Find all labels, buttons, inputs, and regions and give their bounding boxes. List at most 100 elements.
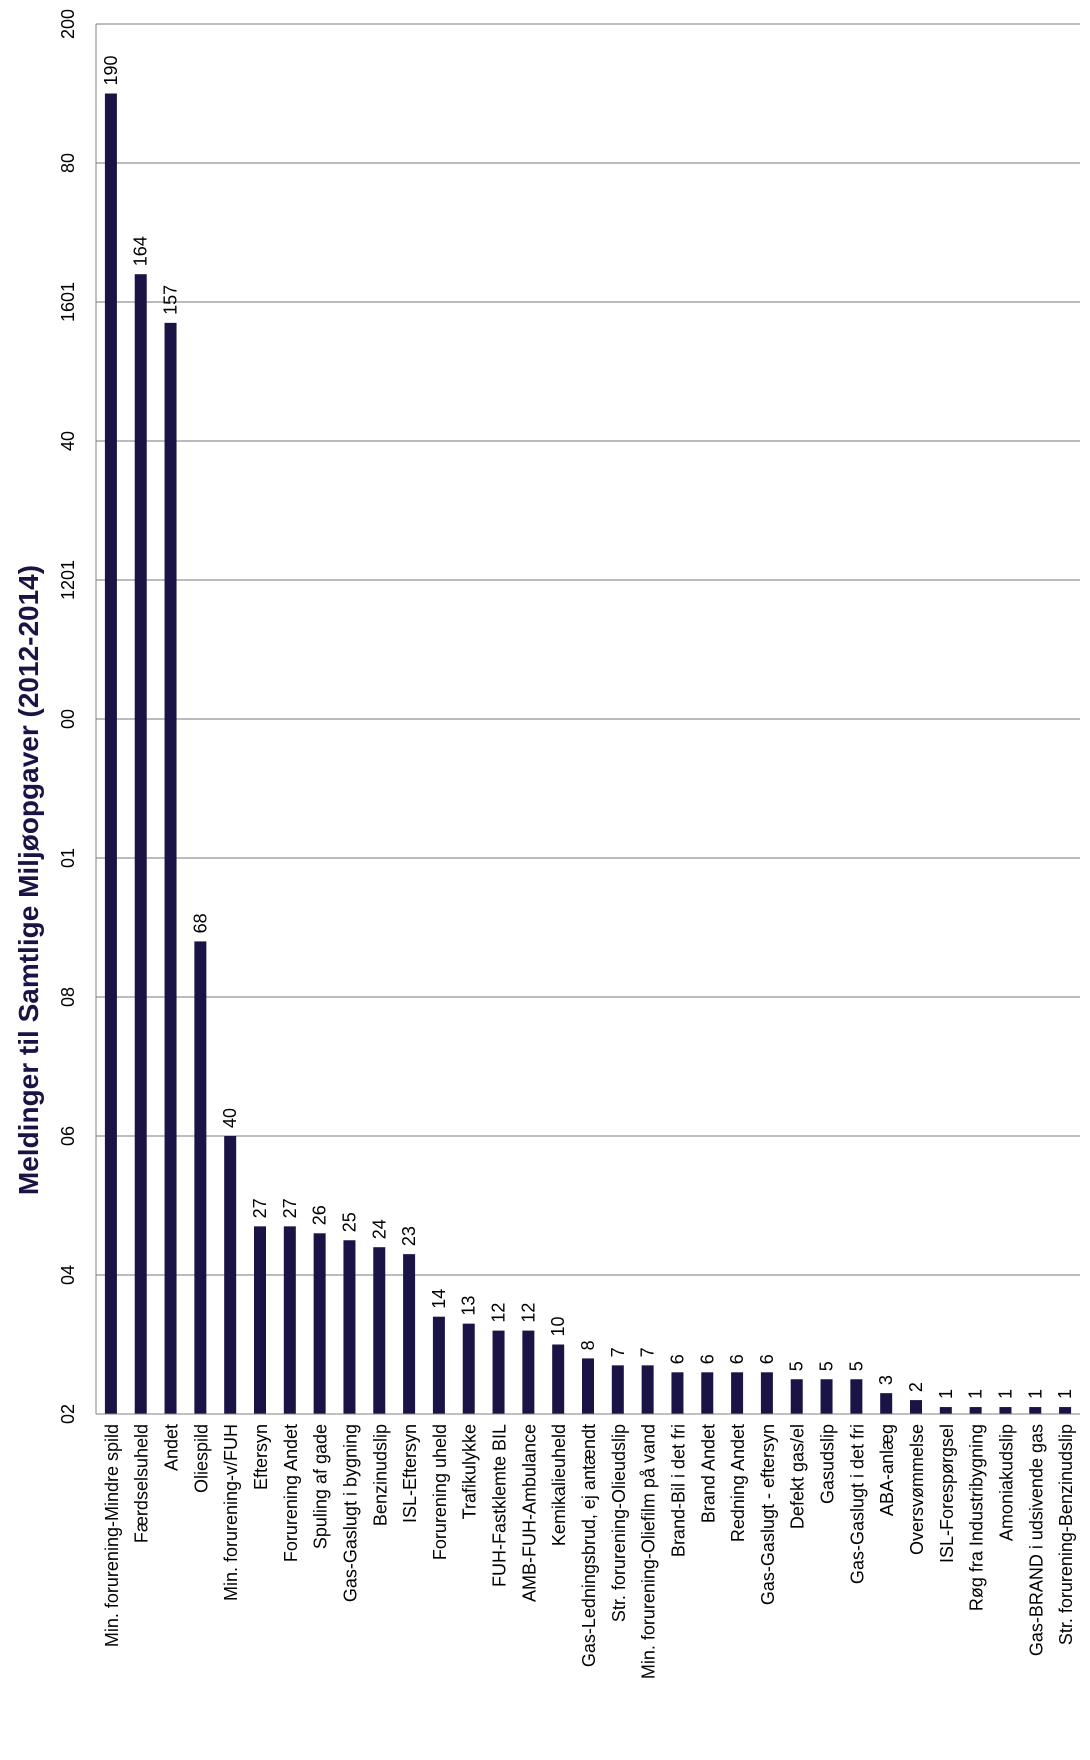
bar [492,1330,505,1414]
category-label: Gas-Ledningsbrud, ej antændt [579,1424,599,1667]
data-label: 6 [727,1354,747,1364]
y-tick-label: 01 [58,848,78,868]
bar [1029,1407,1042,1414]
category-label: Brand-Bil i det fri [668,1424,688,1557]
category-labels: Min. forurening-Mindre spild Færdselsuhel… [102,1424,1076,1679]
category-label: Defekt gas/el [788,1424,808,1529]
category-label: ISL-Forespørgsel [937,1424,957,1563]
data-label: 25 [339,1212,359,1232]
category-label: Gas-Gaslugt i bygning [340,1424,360,1602]
data-label: 7 [608,1347,628,1357]
bar [134,274,147,1415]
y-tick-label: 80 [58,153,78,173]
data-label: 12 [518,1303,538,1323]
category-label: Str. forurening-Olieudslip [609,1424,629,1622]
category-label: Trafikulykke [460,1424,480,1519]
bar [880,1393,893,1414]
category-label: Eftersyn [251,1424,271,1490]
category-label: FUH-Fastklemte BIL [490,1424,510,1587]
category-label: Forurening Andet [281,1424,301,1562]
bar [641,1365,654,1414]
y-tick-labels: 02 04 06 08 01 00 1201 40 1601 80 200 [58,9,78,1424]
y-tick-label: 06 [58,1126,78,1146]
bar [701,1372,714,1414]
category-label: ABA-anlæg [877,1424,897,1516]
data-label: 5 [817,1361,837,1371]
data-label: 10 [548,1316,568,1336]
bar [432,1316,445,1414]
y-tick-label: 02 [58,1404,78,1424]
y-tick-label: 08 [58,987,78,1007]
category-label: Gas-Gaslugt - eftersyn [758,1424,778,1605]
bar [969,1407,982,1414]
bar [283,1226,296,1414]
category-label: Min. forurening-Oliefilm på vand [639,1424,659,1679]
category-label: Oversvømmelse [907,1424,927,1555]
data-label: 13 [459,1296,479,1316]
category-label: Benzinudslip [370,1424,390,1526]
bars [104,93,1072,1415]
bar [373,1247,386,1414]
bar [790,1379,803,1414]
y-tick-label: 200 [58,9,78,39]
data-label: 40 [220,1108,240,1128]
gridlines [96,23,1080,1276]
bar [850,1379,863,1414]
bar [343,1240,356,1414]
bar [462,1323,475,1414]
data-label: 157 [161,285,181,315]
bar [164,322,177,1415]
category-label: Gas-Gaslugt i det fri [847,1424,867,1584]
category-label: Min. forurening-v/FUH [221,1424,241,1601]
category-label: Brand Andet [698,1424,718,1523]
y-tick-label: 04 [58,1265,78,1285]
data-label: 1 [1055,1389,1075,1399]
data-label: 2 [906,1382,926,1392]
bar [582,1358,594,1414]
data-label: 1 [966,1389,986,1399]
y-tick-label: 40 [58,431,78,451]
bar [910,1400,922,1414]
category-label: AMB-FUH-Ambulance [519,1424,539,1602]
data-label: 1 [936,1389,956,1399]
data-label: 12 [489,1303,509,1323]
data-label: 190 [101,55,121,85]
data-label: 68 [190,913,210,933]
data-label: 27 [280,1198,300,1218]
data-label: 6 [667,1354,687,1364]
bar [760,1372,773,1414]
category-label: Andet [162,1424,182,1471]
data-label: 7 [638,1347,658,1357]
category-label: Færdselsuheld [132,1424,152,1543]
data-label: 26 [310,1205,330,1225]
bar [1059,1407,1072,1414]
data-label: 1 [995,1389,1015,1399]
data-label: 14 [429,1289,449,1309]
bar [104,93,117,1414]
category-label: Spuling af gade [311,1424,331,1549]
data-label: 1 [1025,1389,1045,1399]
data-label: 3 [876,1375,896,1385]
bar [671,1372,684,1414]
bar [194,941,207,1414]
data-label: 23 [399,1226,419,1246]
y-tick-label: 1201 [58,560,78,600]
data-label: 5 [846,1361,866,1371]
category-label: Røg fra Industribygning [967,1424,987,1611]
category-label: Oliespild [191,1424,211,1493]
category-label: Str. forurening-Benzinudslip [1056,1424,1076,1645]
data-label: 27 [250,1198,270,1218]
category-label: Forurening uheld [430,1424,450,1560]
data-label: 5 [787,1361,807,1371]
data-label: 8 [578,1340,598,1350]
y-tick-label: 00 [58,709,78,729]
y-tick-label: 1601 [58,282,78,322]
category-label: Gas-BRAND i udsivende gas [1026,1424,1046,1656]
bar [820,1379,833,1414]
category-label: Min. forurening-Mindre spild [102,1424,122,1647]
data-label: 6 [697,1354,717,1364]
bar [522,1330,535,1414]
category-label: Kemikalieuheld [549,1424,569,1546]
category-label: Amoniakudslip [996,1424,1016,1541]
